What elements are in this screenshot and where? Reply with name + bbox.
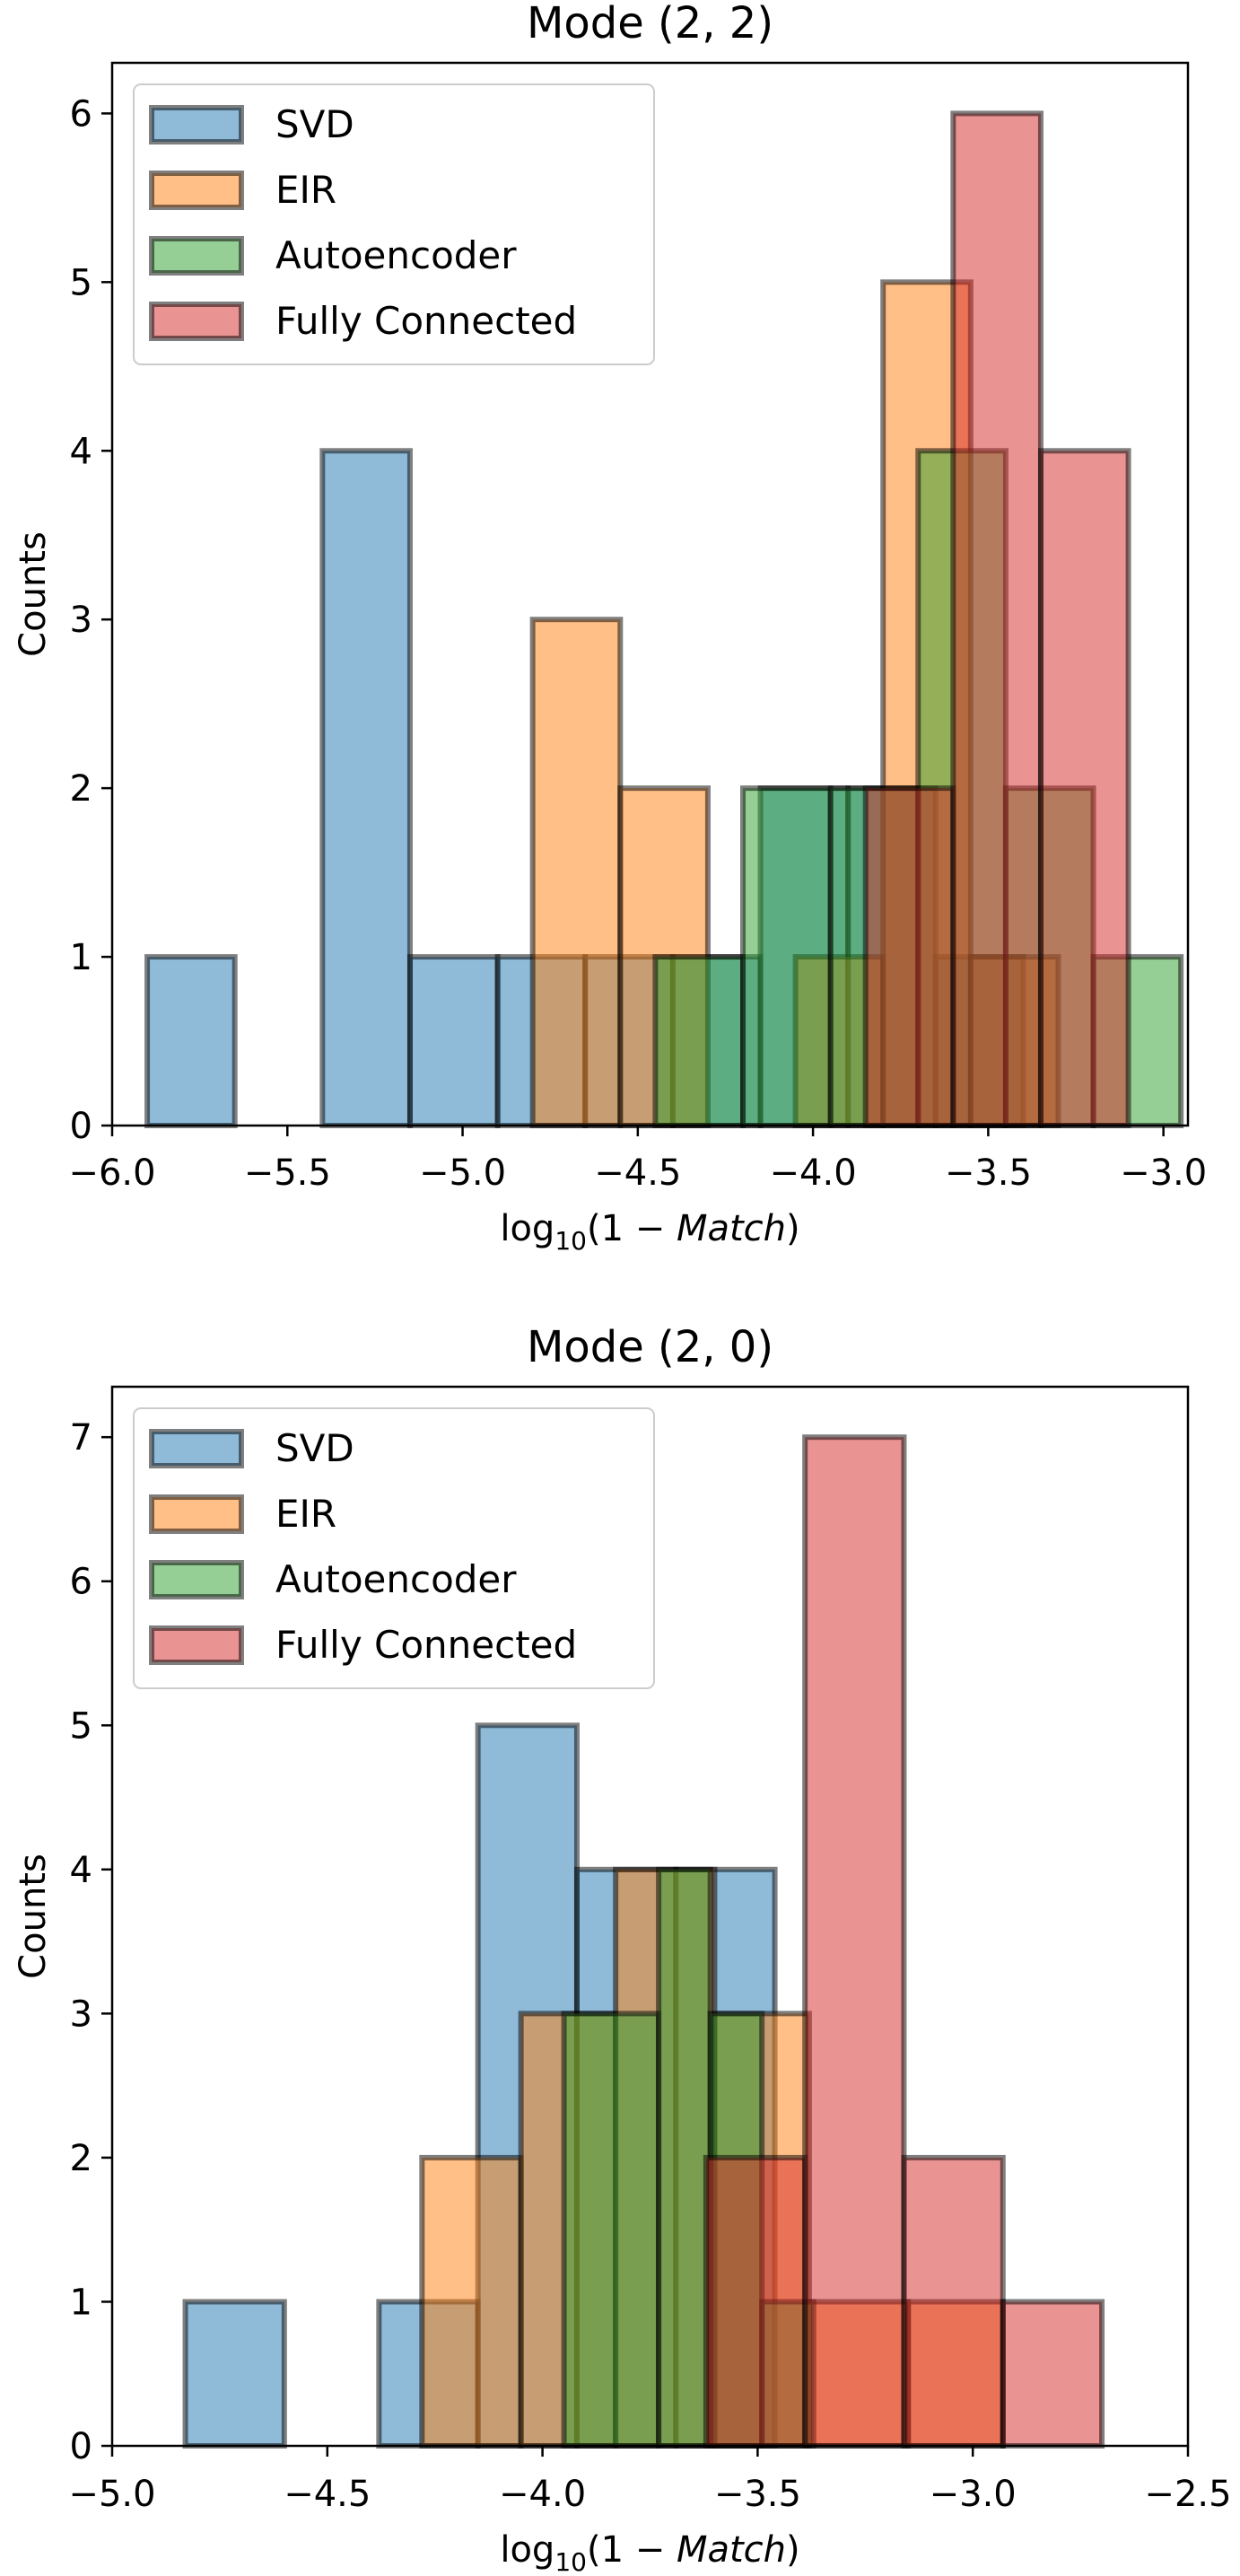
bar-autoencoder-1 — [656, 1866, 713, 2449]
y-tick-label: 0 — [70, 2426, 92, 2467]
series-fully-connected — [703, 1434, 1105, 2449]
bar-fully-connected-2 — [901, 2154, 1006, 2449]
series-fully-connected — [862, 110, 1131, 1129]
bar-fully-connected-0 — [703, 2154, 808, 2449]
legend-swatch-svd — [149, 1429, 244, 1468]
legend-swatch-fully-connected — [149, 1625, 244, 1665]
x-tick-label: −3.0 — [1120, 1152, 1207, 1194]
x-tick-label: −4.0 — [770, 1152, 857, 1194]
y-tick-label: 7 — [70, 1417, 92, 1459]
axes-frame — [110, 61, 1190, 1127]
x-tick-label: −5.0 — [68, 2474, 155, 2515]
x-axis-label: log10(1 − Match) — [500, 1208, 799, 1256]
y-tick-label: 2 — [70, 768, 92, 810]
chart-panel-2: −5.0 −4.5 −4.0 −3.5 −3.0 −2.5 0 1 2 3 4 5 6 7 Mode (2,… — [13, 1322, 1232, 2576]
legend: SVD EIR Autoencoder Fully Connected — [133, 83, 655, 365]
y-tick-label: 6 — [70, 1562, 92, 1603]
x-tick-label: −4.0 — [499, 2474, 586, 2515]
x-tick-label: −5.0 — [419, 1152, 506, 1194]
legend-swatch-autoencoder — [149, 1560, 244, 1599]
bar-fully-connected-1 — [950, 110, 1044, 1128]
x-tick-label: −6.0 — [68, 1152, 155, 1194]
legend-label-fully-connected: Fully Connected — [275, 1623, 577, 1667]
chart-title: Mode (2, 2) — [527, 0, 773, 48]
y-tick-label: 5 — [70, 1705, 92, 1747]
bar-autoencoder-0 — [561, 2011, 662, 2449]
bar-svd-0 — [144, 954, 238, 1128]
legend-box — [133, 83, 655, 365]
x-tick-label: −3.0 — [930, 2474, 1017, 2515]
legend-swatch-eir — [149, 171, 244, 210]
bar-fully-connected-1 — [802, 1434, 907, 2449]
bar-autoencoder-1 — [739, 785, 834, 1129]
y-axis-label: Counts — [13, 531, 54, 657]
y-tick-label: 3 — [70, 600, 92, 641]
legend-label-eir: EIR — [275, 168, 336, 212]
legend: SVD EIR Autoencoder Fully Connected — [133, 1407, 655, 1689]
bar-eir-0 — [419, 2154, 524, 2449]
y-tick-label: 1 — [70, 2282, 92, 2323]
legend-swatch-fully-connected — [149, 302, 244, 341]
bar-svd-2 — [319, 448, 413, 1128]
y-tick-label: 5 — [70, 262, 92, 303]
y-tick-label: 2 — [70, 2138, 92, 2179]
x-axis-label: log10(1 − Match) — [500, 2529, 799, 2576]
legend-label-svd: SVD — [275, 102, 354, 146]
bar-eir-0 — [529, 617, 624, 1128]
legend-label-eir: EIR — [275, 1492, 336, 1536]
legend-label-svd: SVD — [275, 1426, 354, 1470]
legend-swatch-eir — [149, 1494, 244, 1534]
bar-fully-connected-0 — [862, 785, 956, 1129]
legend-label-fully-connected: Fully Connected — [275, 299, 577, 343]
chart-panel-1: −6.0 −5.5 −5.0 −4.5 −4.0 −3.5 −3.0 0 1 2 3 4 5 6 Mode … — [13, 0, 1207, 1256]
legend-label-autoencoder: Autoencoder — [275, 1557, 517, 1601]
y-tick-label: 3 — [70, 1993, 92, 2035]
bar-fully-connected-2 — [1037, 448, 1131, 1128]
y-tick-label: 4 — [70, 431, 92, 472]
legend-label-autoencoder: Autoencoder — [275, 233, 517, 277]
y-tick-label: 1 — [70, 937, 92, 978]
bar-svd-3 — [406, 954, 501, 1128]
x-tick-label: −3.5 — [714, 2474, 801, 2515]
y-tick-label: 4 — [70, 1850, 92, 1891]
axes-frame — [110, 1385, 1190, 2448]
y-tick-label: 6 — [70, 93, 92, 135]
x-tick-label: −2.5 — [1144, 2474, 1231, 2515]
y-axis-label: Counts — [13, 1853, 54, 1979]
bar-fully-connected-3 — [1000, 2299, 1105, 2449]
x-tick-label: −5.5 — [244, 1152, 331, 1194]
x-tick-label: −4.5 — [594, 1152, 681, 1194]
chart-title: Mode (2, 0) — [527, 1322, 773, 1372]
x-tick-label: −4.5 — [284, 2474, 371, 2515]
legend-swatch-svd — [149, 105, 244, 145]
legend-box — [133, 1407, 655, 1689]
bar-svd-0 — [182, 2299, 287, 2449]
y-tick-label: 0 — [70, 1106, 92, 1147]
legend-swatch-autoencoder — [149, 236, 244, 276]
x-tick-label: −3.5 — [945, 1152, 1032, 1194]
bar-autoencoder-0 — [652, 954, 746, 1128]
